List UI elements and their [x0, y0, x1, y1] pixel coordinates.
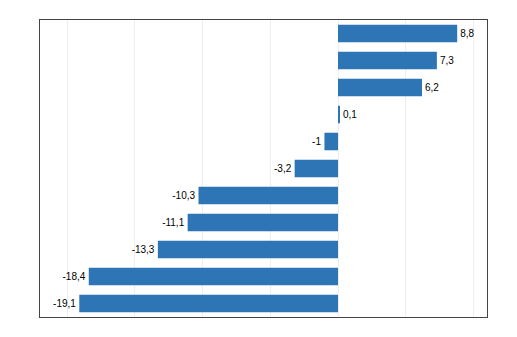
svg-text:8,8: 8,8	[460, 28, 474, 39]
svg-text:0,1: 0,1	[343, 109, 357, 120]
svg-text:-10,3: -10,3	[172, 190, 195, 201]
svg-text:-19,1: -19,1	[53, 298, 76, 309]
svg-text:-11,1: -11,1	[162, 217, 184, 228]
svg-text:-3,2: -3,2	[274, 163, 292, 174]
svg-text:-18,4: -18,4	[63, 271, 86, 282]
svg-text:7,3: 7,3	[440, 55, 454, 66]
svg-text:-13,3: -13,3	[132, 244, 155, 255]
svg-text:-1: -1	[312, 136, 321, 147]
svg-text:6,2: 6,2	[425, 82, 439, 93]
